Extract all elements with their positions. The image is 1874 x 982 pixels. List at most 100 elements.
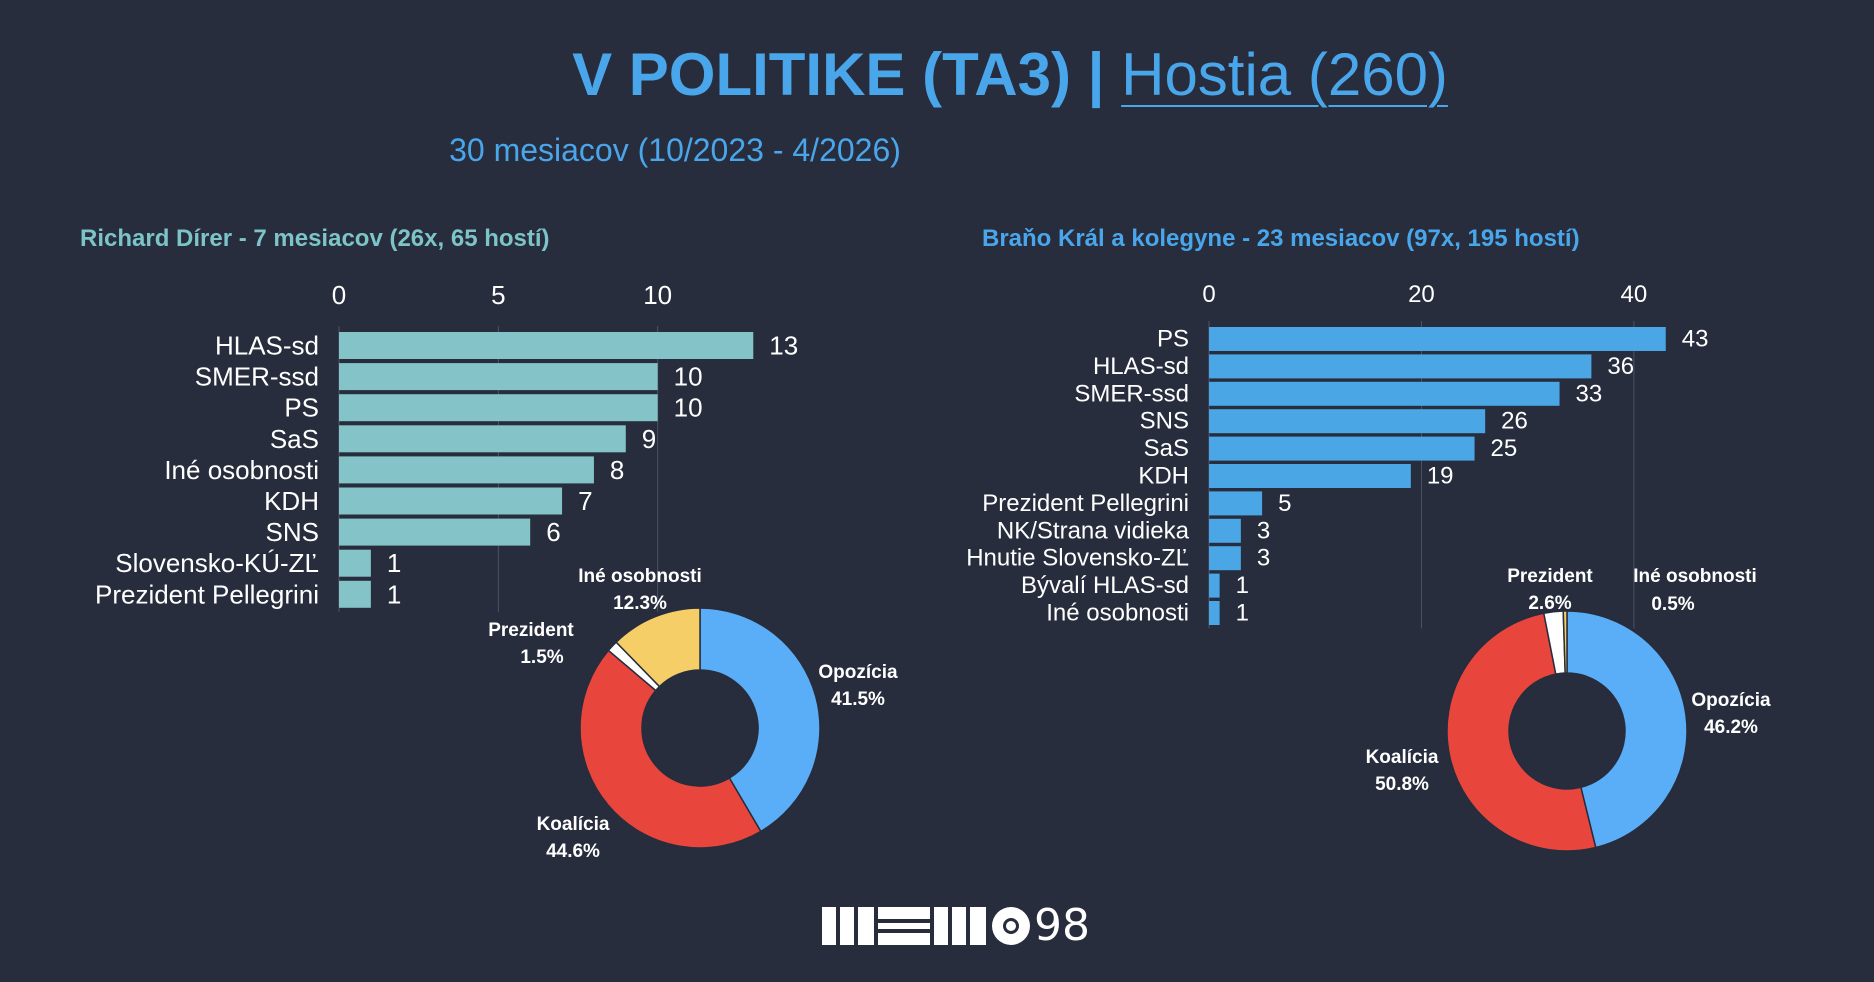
chart2-value-label-9: 1 xyxy=(1236,572,1249,599)
logo-block-m1 xyxy=(822,906,874,945)
chart2-value-label-8: 3 xyxy=(1257,545,1270,572)
chart1-slice-0 xyxy=(699,607,821,833)
page-subtitle: 30 mesiacov (10/2023 - 4/2026) xyxy=(449,132,901,168)
chart0-category-label-3: SaS xyxy=(270,424,319,454)
chart3-slice-label-0: Opozícia xyxy=(1691,690,1771,711)
chart0-value-label-4: 8 xyxy=(610,455,624,485)
chart3-slice-label-1: Koalícia xyxy=(1366,747,1439,768)
chart1-slice-value-2: 1.5% xyxy=(520,647,563,668)
chart0-bar-2 xyxy=(339,394,658,422)
chart0-value-label-1: 10 xyxy=(674,362,703,392)
chart0-value-label-8: 1 xyxy=(387,579,401,609)
chart0-value-label-7: 1 xyxy=(387,548,401,578)
chart0-value-label-3: 9 xyxy=(642,424,656,454)
chart2-value-label-3: 26 xyxy=(1501,408,1528,435)
chart0-value-label-6: 6 xyxy=(546,517,560,547)
chart1-slice-label-0: Opozícia xyxy=(818,662,898,683)
title-link-hostia[interactable]: Hostia (260) xyxy=(1121,41,1448,108)
chart3-slice-value-2: 2.6% xyxy=(1528,593,1571,614)
chart1-slice-label-2: Prezident xyxy=(488,620,574,641)
chart0-tick-label-2: 10 xyxy=(643,280,672,310)
chart3-slice-0 xyxy=(1566,610,1688,849)
chart0-category-label-4: Iné osobnosti xyxy=(164,455,319,485)
chart2-bar-5 xyxy=(1209,464,1411,488)
chart0-bar-1 xyxy=(339,363,658,391)
chart0-bar-3 xyxy=(339,425,626,453)
chart2-category-label-0: PS xyxy=(1157,326,1189,353)
chart0-category-label-0: HLAS-sd xyxy=(215,331,319,361)
title-main: V POLITIKE (TA3) | xyxy=(572,41,1105,108)
chart3-slice-label-3: Iné osobnosti xyxy=(1633,566,1757,587)
chart0-category-label-7: Slovensko-KÚ-ZĽ xyxy=(115,548,319,578)
chart1-slice-label-1: Koalícia xyxy=(537,814,610,835)
chart0-bar-7 xyxy=(339,549,371,577)
chart2-tick-label-1: 20 xyxy=(1408,281,1435,308)
chart2-category-label-4: SaS xyxy=(1144,435,1189,462)
chart2-category-label-2: SMER-ssd xyxy=(1074,380,1189,407)
chart0-category-label-6: SNS xyxy=(266,517,319,547)
chart2-bar-2 xyxy=(1209,381,1560,406)
chart2-bar-9 xyxy=(1209,573,1220,598)
chart2-category-label-6: Prezident Pellegrini xyxy=(982,490,1189,517)
chart1-slice-label-3: Iné osobnosti xyxy=(578,566,702,587)
chart0-bar-0 xyxy=(339,332,754,359)
chart2-bar-3 xyxy=(1209,409,1486,434)
chart3-slice-value-1: 50.8% xyxy=(1375,774,1429,795)
left-chart-title: Richard Dírer - 7 mesiacov (26x, 65 host… xyxy=(80,225,550,252)
chart0-value-label-2: 10 xyxy=(674,393,703,423)
memo98-logo: 98 xyxy=(822,900,1090,951)
chart0-category-label-8: Prezident Pellegrini xyxy=(95,579,319,609)
chart2-value-label-1: 36 xyxy=(1607,353,1634,380)
chart2-bar-0 xyxy=(1209,327,1666,351)
chart2-bar-6 xyxy=(1209,491,1263,516)
logo-block-m2 xyxy=(934,906,986,945)
chart3-slice-3 xyxy=(1562,610,1568,674)
chart0-bar-5 xyxy=(339,487,563,515)
chart0-category-label-5: KDH xyxy=(264,486,319,516)
chart2-category-label-9: Bývalí HLAS-sd xyxy=(1021,572,1189,599)
chart2-category-label-3: SNS xyxy=(1140,408,1189,435)
logo-disc-icon xyxy=(992,906,1030,945)
logo-block-e xyxy=(878,906,930,945)
chart2-value-label-10: 1 xyxy=(1236,600,1249,627)
chart2-value-label-2: 33 xyxy=(1576,380,1603,407)
chart2-value-label-5: 19 xyxy=(1427,463,1454,490)
chart3-slice-label-2: Prezident xyxy=(1507,566,1593,587)
chart1-slice-value-3: 12.3% xyxy=(613,593,667,614)
chart0-bar-4 xyxy=(339,456,594,484)
chart2-category-label-5: KDH xyxy=(1138,463,1189,490)
chart2-category-label-1: HLAS-sd xyxy=(1093,353,1189,380)
chart0-bar-6 xyxy=(339,518,531,546)
chart0-value-label-5: 7 xyxy=(578,486,592,516)
chart0-tick-label-0: 0 xyxy=(332,280,346,310)
chart3-slice-value-0: 46.2% xyxy=(1704,717,1758,738)
chart2-value-label-6: 5 xyxy=(1278,490,1291,517)
chart2-bar-10 xyxy=(1209,601,1220,625)
page-title: V POLITIKE (TA3) | Hostia (260) xyxy=(0,40,1874,109)
chart0-category-label-2: PS xyxy=(284,393,319,423)
chart0-tick-label-1: 5 xyxy=(491,280,505,310)
chart1-slice-value-1: 44.6% xyxy=(546,841,600,862)
chart2-value-label-0: 43 xyxy=(1682,326,1709,353)
chart2-bar-7 xyxy=(1209,518,1241,543)
chart2-category-label-8: Hnutie Slovensko-ZĽ xyxy=(966,545,1189,572)
chart2-tick-label-0: 0 xyxy=(1202,281,1215,308)
chart3-slice-value-3: 0.5% xyxy=(1651,594,1694,615)
chart2-value-label-4: 25 xyxy=(1491,435,1518,462)
chart2-category-label-7: NK/Strana vidieka xyxy=(997,517,1190,544)
logo-mark xyxy=(822,906,986,945)
right-chart-title: Braňo Král a kolegyne - 23 mesiacov (97x… xyxy=(982,225,1580,252)
chart2-category-label-10: Iné osobnosti xyxy=(1046,600,1189,627)
chart2-bar-8 xyxy=(1209,546,1241,571)
chart2-value-label-7: 3 xyxy=(1257,517,1270,544)
logo-text: 98 xyxy=(1034,900,1090,951)
chart1-slice-value-0: 41.5% xyxy=(831,689,885,710)
chart1-slice-1 xyxy=(579,649,762,849)
chart2-tick-label-2: 40 xyxy=(1621,281,1648,308)
chart0-bar-8 xyxy=(339,580,371,608)
chart1-slice-3 xyxy=(615,607,701,688)
chart0-category-label-1: SMER-ssd xyxy=(195,362,319,392)
chart2-bar-4 xyxy=(1209,436,1475,461)
chart3-slice-1 xyxy=(1446,612,1597,852)
